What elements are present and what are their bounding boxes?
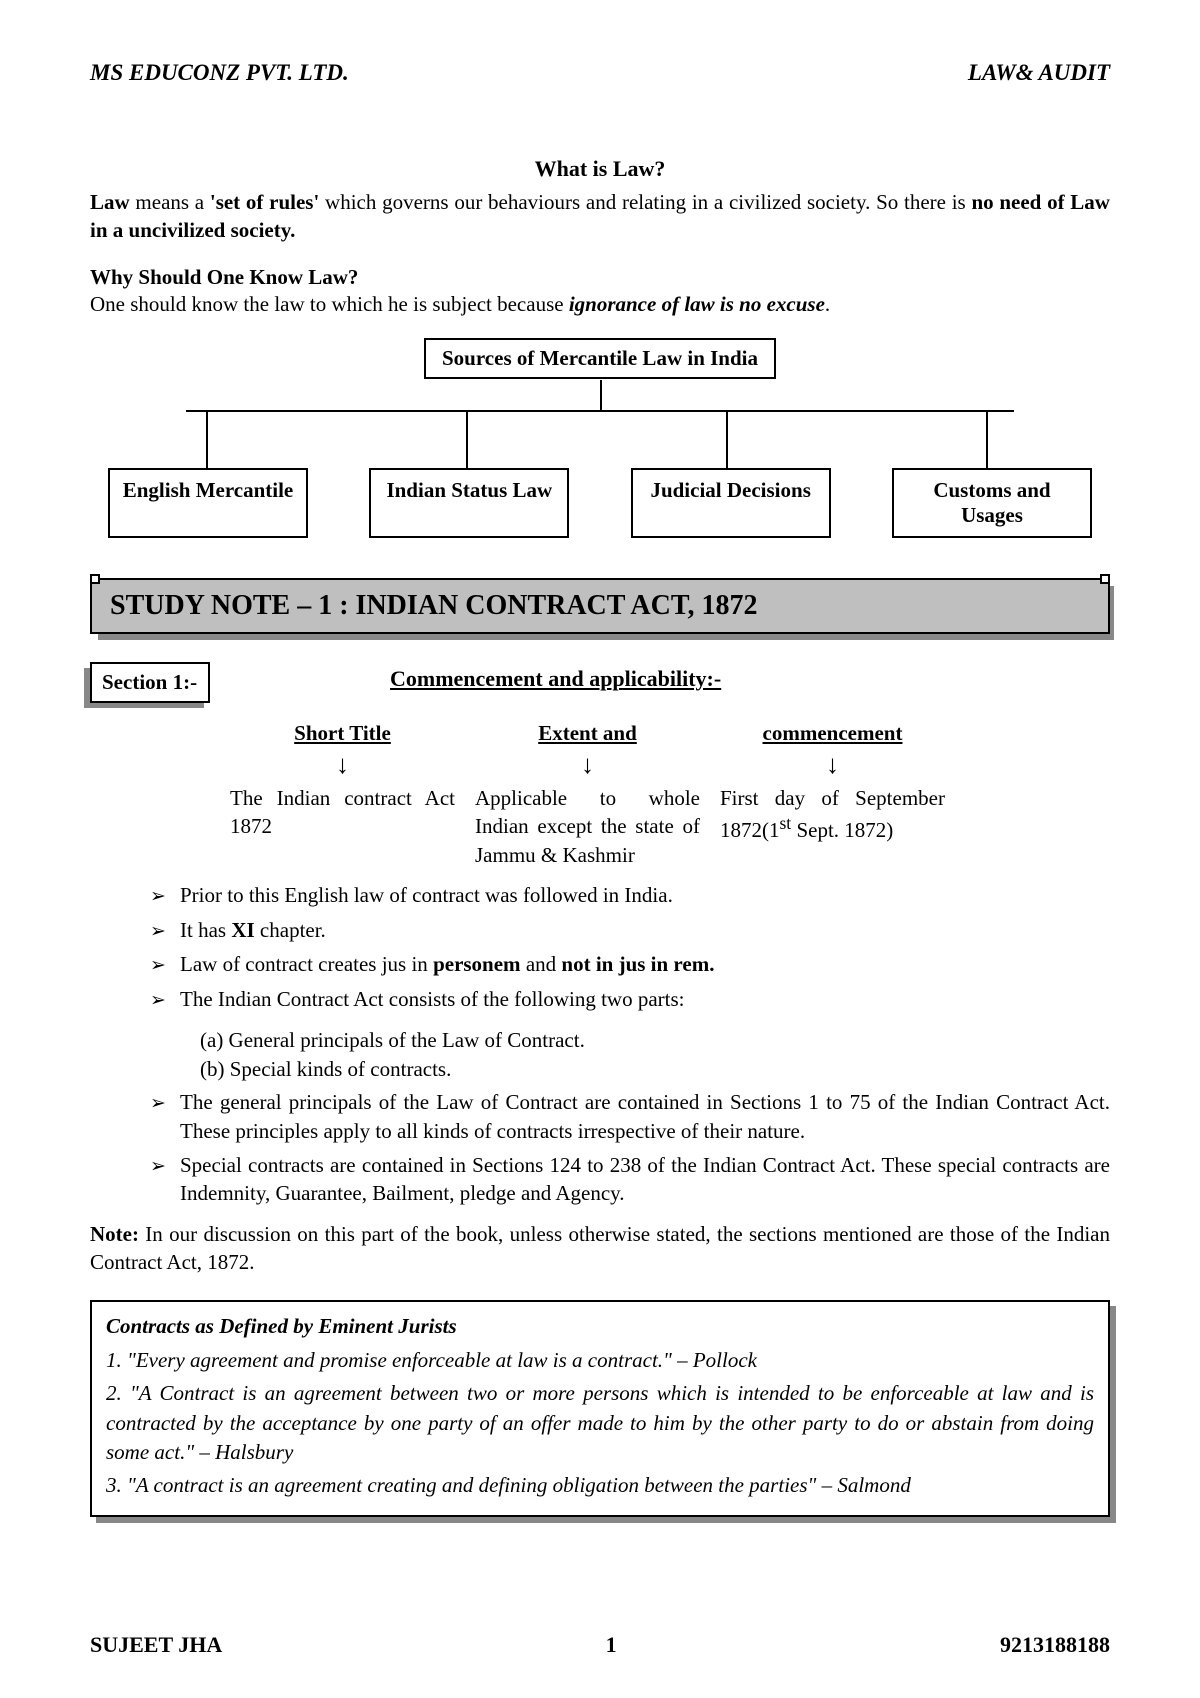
col-short-title: Short Title ↓ The Indian contract Act 18… bbox=[230, 721, 455, 869]
sources-title-box: Sources of Mercantile Law in India bbox=[424, 338, 776, 379]
sources-diagram: Sources of Mercantile Law in India Engli… bbox=[90, 338, 1110, 548]
bullet-icon bbox=[150, 881, 168, 910]
sub-item: (b) Special kinds of contracts. bbox=[200, 1055, 1110, 1084]
arrow-down-icon: ↓ bbox=[230, 752, 455, 778]
col-extent: Extent and ↓ Applicable to whole Indian … bbox=[475, 721, 700, 869]
bullet-icon bbox=[150, 1151, 168, 1208]
list-item: It has XI chapter. bbox=[150, 916, 1110, 945]
footer-left: SUJEET JHA bbox=[90, 1632, 222, 1658]
footer-right: 9213188188 bbox=[1000, 1632, 1110, 1658]
section-box: Section 1:- bbox=[90, 662, 210, 703]
diagram-line bbox=[206, 410, 208, 468]
study-note-banner: STUDY NOTE – 1 : INDIAN CONTRACT ACT, 18… bbox=[90, 578, 1110, 634]
page-footer: SUJEET JHA 1 9213188188 bbox=[90, 1632, 1110, 1658]
col-body: Applicable to whole Indian except the st… bbox=[475, 784, 700, 869]
list-item: The Indian Contract Act consists of the … bbox=[150, 985, 1110, 1014]
col-body: The Indian contract Act 1872 bbox=[230, 784, 455, 841]
bullet-icon bbox=[150, 985, 168, 1014]
note-label: Note: bbox=[90, 1222, 139, 1246]
intro-paragraph: Law means a 'set of rules' which governs… bbox=[90, 188, 1110, 245]
why-title: Why Should One Know Law? bbox=[90, 265, 1110, 290]
col-head: commencement bbox=[720, 721, 945, 746]
sources-row: English Mercantile Indian Status Law Jud… bbox=[90, 468, 1110, 538]
intro-title: What is Law? bbox=[90, 156, 1110, 182]
footer-page-number: 1 bbox=[606, 1632, 617, 1658]
why-paragraph: One should know the law to which he is s… bbox=[90, 290, 1110, 318]
jurists-title: Contracts as Defined by Eminent Jurists bbox=[106, 1312, 1094, 1341]
list-item: The general principals of the Law of Con… bbox=[150, 1088, 1110, 1145]
bullet-icon bbox=[150, 1088, 168, 1145]
notch-icon bbox=[1100, 574, 1110, 584]
banner-text: STUDY NOTE – 1 : INDIAN CONTRACT ACT, 18… bbox=[90, 578, 1110, 634]
commencement-title: Commencement and applicability:- bbox=[390, 666, 721, 692]
bullet-icon bbox=[150, 916, 168, 945]
page-header: MS EDUCONZ PVT. LTD. LAW& AUDIT bbox=[90, 60, 1110, 86]
bullet-list: The general principals of the Law of Con… bbox=[150, 1088, 1110, 1207]
jbox-content: Contracts as Defined by Eminent Jurists … bbox=[90, 1300, 1110, 1516]
diagram-line bbox=[466, 410, 468, 468]
notch-icon bbox=[90, 574, 100, 584]
section-row: Section 1:- Commencement and applicabili… bbox=[90, 662, 1110, 703]
ignorance-phrase: ignorance of law is no excuse bbox=[569, 292, 825, 316]
list-item: Law of contract creates jus in personem … bbox=[150, 950, 1110, 979]
sub-list: (a) General principals of the Law of Con… bbox=[200, 1026, 1110, 1085]
header-right: LAW& AUDIT bbox=[968, 60, 1110, 86]
jurist-item: 2. "A Contract is an agreement between t… bbox=[106, 1379, 1094, 1467]
col-commencement: commencement ↓ First day of September 18… bbox=[720, 721, 945, 869]
bullet-icon bbox=[150, 950, 168, 979]
source-box: English Mercantile bbox=[108, 468, 308, 538]
set-rules: 'set of rules' bbox=[210, 190, 319, 214]
arrow-down-icon: ↓ bbox=[720, 752, 945, 778]
source-box: Judicial Decisions bbox=[631, 468, 831, 538]
jurists-box: Contracts as Defined by Eminent Jurists … bbox=[90, 1300, 1110, 1516]
header-left: MS EDUCONZ PVT. LTD. bbox=[90, 60, 349, 86]
col-head: Short Title bbox=[230, 721, 455, 746]
law-word: Law bbox=[90, 190, 130, 214]
source-box: Indian Status Law bbox=[369, 468, 569, 538]
list-item: Prior to this English law of contract wa… bbox=[150, 881, 1110, 910]
bullet-list: Prior to this English law of contract wa… bbox=[150, 881, 1110, 1014]
col-head: Extent and bbox=[475, 721, 700, 746]
source-box: Customs and Usages bbox=[892, 468, 1092, 538]
sub-item: (a) General principals of the Law of Con… bbox=[200, 1026, 1110, 1055]
three-columns: Short Title ↓ The Indian contract Act 18… bbox=[230, 721, 1110, 869]
diagram-line bbox=[186, 410, 1014, 412]
section-box-wrap: Section 1:- bbox=[90, 662, 210, 703]
jurist-item: 3. "A contract is an agreement creating … bbox=[106, 1471, 1094, 1500]
diagram-line bbox=[726, 410, 728, 468]
jurist-item: 1. "Every agreement and promise enforcea… bbox=[106, 1346, 1094, 1375]
arrow-down-icon: ↓ bbox=[475, 752, 700, 778]
note-paragraph: Note: In our discussion on this part of … bbox=[90, 1220, 1110, 1277]
diagram-line bbox=[600, 380, 602, 410]
diagram-line bbox=[986, 410, 988, 468]
col-body: First day of September 1872(1st Sept. 18… bbox=[720, 784, 945, 845]
list-item: Special contracts are contained in Secti… bbox=[150, 1151, 1110, 1208]
